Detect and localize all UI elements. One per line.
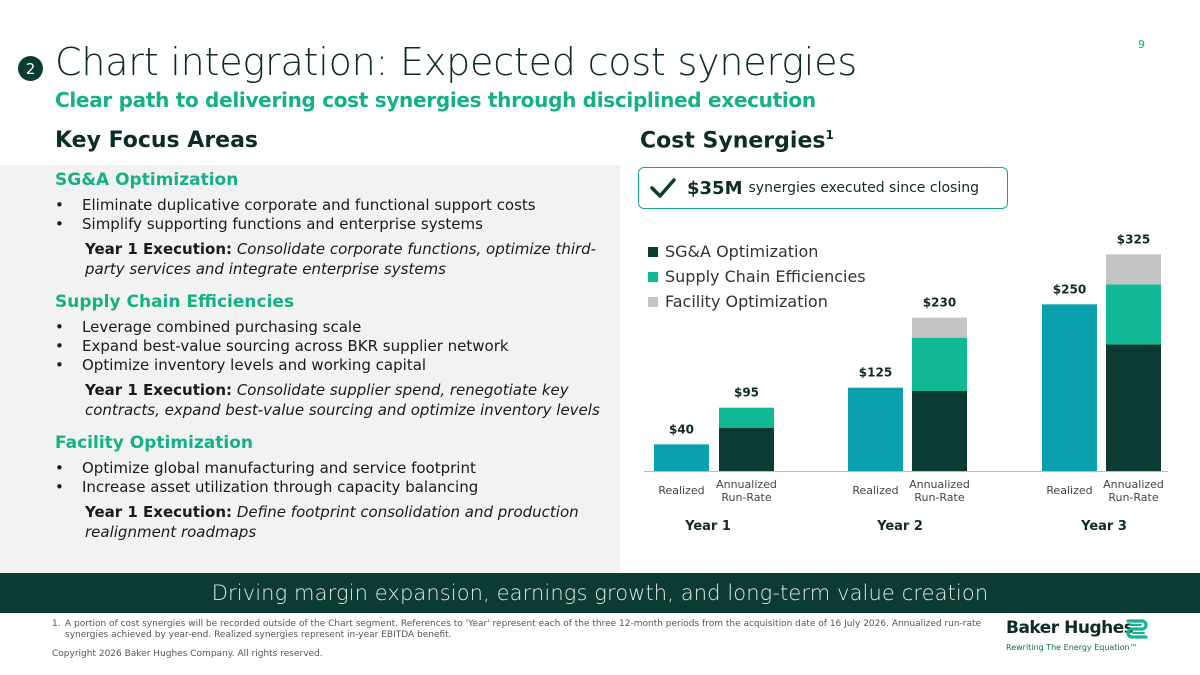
focus-area-sga: SG&A Optimization Eliminate duplicative …: [55, 170, 610, 279]
year-1-execution: Year 1 Execution: Consolidate corporate …: [55, 239, 610, 279]
focus-area-bullets: Optimize global manufacturing and servic…: [55, 459, 610, 497]
logo-mark-icon: [1126, 619, 1148, 639]
callout-amount: $35M: [687, 177, 743, 199]
bar-total-label: $250: [1053, 282, 1086, 296]
bullet-item: Eliminate duplicative corporate and func…: [55, 196, 610, 215]
footnote: 1. A portion of cost synergies will be r…: [52, 619, 997, 641]
bullet-item: Leverage combined purchasing scale: [55, 318, 610, 337]
execution-label: Year 1 Execution:: [85, 240, 233, 258]
bullet-item: Optimize inventory levels and working ca…: [55, 356, 610, 375]
footnote-marker: 1: [825, 128, 834, 142]
legend-label: Supply Chain Efficiencies: [665, 267, 866, 286]
bullet-item: Expand best-value sourcing across BKR su…: [55, 337, 610, 356]
cost-synergies-header: Cost Synergies1: [640, 128, 834, 153]
bar-category-label: Annualized: [716, 478, 777, 491]
year-group-label: Year 2: [876, 519, 923, 534]
execution-text: Consolidate corporate functions, optimiz…: [85, 240, 597, 278]
bar-segment: [719, 427, 774, 471]
bar-category-label: Run-Rate: [914, 491, 965, 504]
cost-synergies-chart-svg: SG&A Optimization Supply Chain Efficienci…: [644, 232, 1168, 534]
focus-area-bullets: Eliminate duplicative corporate and func…: [55, 196, 610, 234]
year-group-label: Year 3: [1080, 519, 1127, 534]
section-number-badge: 2: [18, 56, 43, 81]
footnote-number: 1.: [52, 619, 61, 629]
bar-segment: [848, 387, 903, 471]
bar-total-label: $325: [1117, 232, 1150, 246]
cost-synergies-chart: SG&A Optimization Supply Chain Efficienci…: [630, 225, 1200, 545]
page-title: Chart integration: Expected cost synergi…: [55, 40, 857, 84]
focus-area-title: Facility Optimization: [55, 433, 253, 453]
cost-synergies-header-text: Cost Synergies: [640, 128, 826, 154]
logo-name: Baker Hughes: [1006, 618, 1134, 638]
bar-segment: [1106, 254, 1161, 285]
legend-swatch: [648, 297, 658, 307]
bar-category-label: Realized: [658, 484, 704, 497]
focus-area-bullets: Leverage combined purchasing scale Expan…: [55, 318, 610, 375]
synergies-executed-callout: $35M synergies executed since closing: [638, 167, 1008, 209]
focus-area-supply-chain: Supply Chain Efficiencies Leverage combi…: [55, 292, 610, 420]
bar-category-label: Realized: [1046, 484, 1092, 497]
bullet-item: Increase asset utilization through capac…: [55, 478, 610, 497]
focus-area-title: SG&A Optimization: [55, 170, 239, 190]
bar-category-label: Run-Rate: [721, 491, 772, 504]
copyright: Copyright 2026 Baker Hughes Company. All…: [52, 649, 323, 659]
execution-label: Year 1 Execution:: [85, 503, 233, 521]
bar-total-label: $125: [859, 366, 892, 380]
execution-label: Year 1 Execution:: [85, 381, 233, 399]
bar-category-label: Run-Rate: [1108, 491, 1159, 504]
execution-text: Define footprint consolidation and produ…: [85, 503, 579, 541]
logo-tagline: Rewriting The Energy Equation™: [1006, 643, 1138, 652]
year-1-execution: Year 1 Execution: Define footprint conso…: [55, 502, 610, 542]
baker-hughes-logo: Baker Hughes Rewriting The Energy Equati…: [1006, 616, 1166, 658]
focus-area-title: Supply Chain Efficiencies: [55, 292, 295, 312]
execution-text: Consolidate supplier spend, renegotiate …: [85, 381, 600, 419]
page-number: 9: [1138, 38, 1145, 51]
bar-segment: [1042, 304, 1097, 471]
bar-category-label: Annualized: [909, 478, 970, 491]
bar-segment: [912, 317, 967, 338]
legend-label: SG&A Optimization: [665, 242, 818, 261]
key-focus-areas-header: Key Focus Areas: [55, 128, 259, 153]
year-1-execution: Year 1 Execution: Consolidate supplier s…: [55, 380, 610, 420]
bar-segment: [654, 444, 709, 471]
bar-segment: [912, 337, 967, 391]
bar-segment: [912, 391, 967, 471]
bar-segment: [1106, 284, 1161, 345]
focus-area-facility: Facility Optimization Optimize global ma…: [55, 433, 610, 542]
year-group-label: Year 1: [684, 519, 731, 534]
bar-category-label: Realized: [852, 484, 898, 497]
bar-total-label: $230: [923, 296, 956, 310]
banner-text: Driving margin expansion, earnings growt…: [211, 581, 989, 605]
bar-total-label: $95: [734, 386, 759, 400]
check-icon: [650, 178, 676, 198]
bar-segment: [719, 407, 774, 428]
footnote-text: A portion of cost synergies will be reco…: [65, 619, 982, 640]
legend-label: Facility Optimization: [665, 292, 828, 311]
bullet-item: Optimize global manufacturing and servic…: [55, 459, 610, 478]
legend-swatch: [648, 247, 658, 257]
callout-text: synergies executed since closing: [748, 180, 979, 196]
bullet-item: Simplify supporting functions and enterp…: [55, 215, 610, 234]
bottom-banner: Driving margin expansion, earnings growt…: [0, 573, 1200, 613]
bar-segment: [1106, 344, 1161, 471]
page-subtitle: Clear path to delivering cost synergies …: [55, 88, 816, 112]
legend-swatch: [648, 272, 658, 282]
bar-category-label: Annualized: [1103, 478, 1164, 491]
bar-total-label: $40: [669, 422, 694, 436]
